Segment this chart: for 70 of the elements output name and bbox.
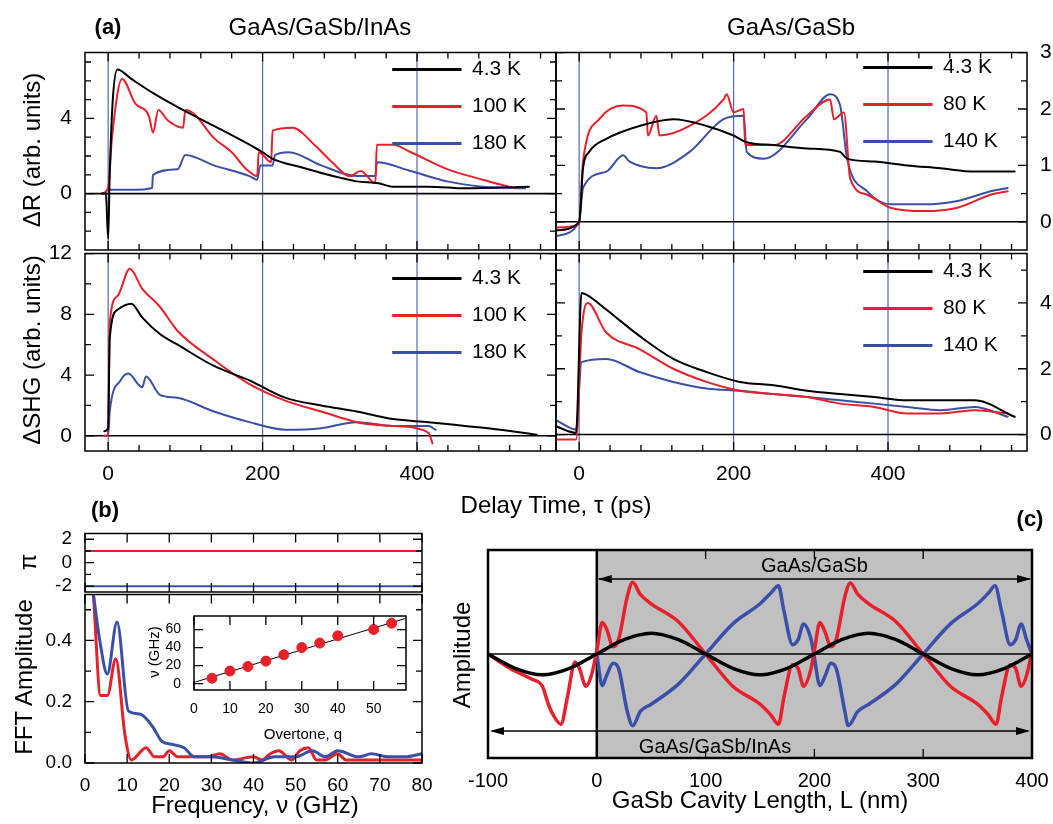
- text: (b): [90, 497, 120, 522]
- y2-tick-label: 0: [1040, 208, 1052, 232]
- text: (c): [1016, 506, 1044, 531]
- y-axis-title: FFT Amplitude: [10, 599, 37, 755]
- legend-label: 140 K: [943, 128, 998, 152]
- legend-label: 4.3 K: [472, 265, 522, 289]
- text: (a): [94, 14, 122, 39]
- y-tick-label: 60: [165, 620, 182, 637]
- x-axis-title: Delay Time, τ (ps): [460, 491, 652, 518]
- legend-label: 100 K: [472, 302, 527, 326]
- x-tick-label: 40: [329, 700, 346, 717]
- y2-tick-label: 2: [1040, 355, 1052, 379]
- y-tick-label: 0.4: [45, 628, 73, 650]
- x-tick-label: 70: [369, 773, 391, 795]
- x-tick-label: 50: [365, 700, 382, 717]
- x-tick-label: 80: [411, 773, 433, 795]
- y-tick-label: 12: [48, 240, 72, 264]
- legend-label: 4.3 K: [943, 54, 993, 78]
- text: GaAs/GaSb/InAs: [638, 735, 792, 757]
- legend-label: 80 K: [943, 91, 987, 115]
- legend-label: 100 K: [472, 93, 527, 117]
- y-tick-label: 0: [60, 422, 72, 446]
- y2-tick-label: 2: [1040, 95, 1052, 119]
- x-tick-label: 10: [116, 773, 138, 795]
- x-tick-label: 0: [573, 461, 586, 485]
- y-tick-label: 0.2: [45, 689, 72, 711]
- y-tick-label: 0: [60, 180, 72, 204]
- legend-label: 140 K: [943, 332, 998, 356]
- x-tick-label: 300: [906, 768, 940, 791]
- y-tick-label: 0: [61, 550, 72, 572]
- y-tick-label: 20: [165, 656, 182, 673]
- x-tick-label: 20: [258, 700, 274, 717]
- legend-label: 4.3 K: [943, 258, 993, 282]
- legend-label: 180 K: [472, 339, 527, 363]
- y-tick-label: 2: [61, 527, 72, 549]
- x-tick-label: 0: [102, 461, 115, 485]
- chart-title: GaAs/GaSb/InAs: [228, 13, 412, 40]
- x-tick-label: 0: [190, 700, 199, 717]
- y-tick-label: 40: [165, 638, 182, 655]
- x-tick-label: 400: [399, 461, 435, 485]
- x-tick-label: -100: [467, 768, 509, 791]
- y-tick-label: 8: [60, 301, 72, 325]
- y-axis-title: π: [14, 553, 41, 571]
- y2-tick-label: 0: [1040, 421, 1052, 445]
- y-tick-label: 4: [60, 105, 73, 129]
- x-axis-title: Overtone, q: [263, 724, 343, 742]
- y-axis-title: ΔR (arb. units): [18, 72, 45, 228]
- y-axis-title: ν (GHz): [144, 626, 162, 678]
- x-tick-label: 30: [294, 700, 310, 717]
- legend-label: 80 K: [943, 295, 987, 319]
- x-tick-label: 200: [245, 461, 281, 485]
- chart-title: GaAs/GaSb: [726, 13, 856, 40]
- band-label: GaAs/GaSb: [761, 553, 868, 576]
- y2-tick-label: 1: [1040, 152, 1052, 176]
- y-tick-label: 0.0: [45, 751, 72, 773]
- x-tick-label: 10: [222, 700, 238, 717]
- y2-tick-label: 3: [1040, 39, 1052, 63]
- y-tick-label: 4: [60, 361, 73, 385]
- x-tick-label: 400: [870, 461, 906, 485]
- legend-label: 180 K: [472, 130, 527, 154]
- y2-tick-label: 4: [1040, 289, 1052, 313]
- y-axis-title: ΔSHG (arb. units): [18, 255, 45, 445]
- x-tick-label: 200: [716, 461, 752, 485]
- x-tick-label: 400: [1015, 768, 1049, 791]
- y-tick-label: -2: [55, 574, 72, 596]
- y-axis-title: Amplitude: [448, 601, 475, 709]
- x-tick-label: 0: [79, 773, 91, 795]
- x-tick-label: 0: [591, 768, 603, 791]
- legend-label: 4.3 K: [472, 56, 522, 80]
- y-tick-label: 0: [173, 674, 182, 691]
